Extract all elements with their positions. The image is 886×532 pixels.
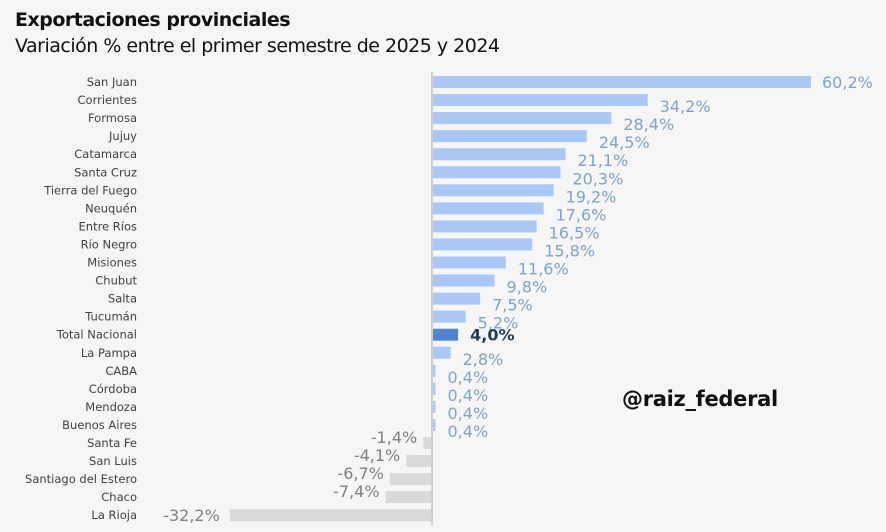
data-label: 16,5% bbox=[549, 223, 600, 242]
bar-chaco bbox=[385, 491, 432, 504]
category-label: Total Nacional bbox=[56, 328, 137, 342]
category-label: Tierra del Fuego bbox=[43, 183, 137, 197]
bar-neuquén bbox=[433, 202, 544, 215]
category-label: Santa Fe bbox=[87, 436, 137, 450]
data-label: 34,2% bbox=[660, 97, 711, 116]
category-label: Catamarca bbox=[74, 147, 137, 161]
bar-santa-cruz bbox=[433, 166, 561, 179]
category-label: CABA bbox=[105, 364, 137, 378]
category-label: Jujuy bbox=[108, 129, 137, 143]
value-labels: 60,2% 34,2%28,4%24,5%21,1%20,3%19,2%17,6%… bbox=[163, 73, 873, 525]
bar-tierra-del-fuego bbox=[433, 184, 554, 197]
data-label: 21,1% bbox=[577, 151, 628, 170]
bar-misiones bbox=[433, 256, 506, 269]
data-label: 4,0% bbox=[470, 326, 514, 345]
category-label: Santa Cruz bbox=[74, 165, 137, 179]
chart-title: Exportaciones provinciales bbox=[15, 9, 291, 31]
data-label: 28,4% bbox=[623, 115, 674, 134]
bar-la-pampa bbox=[433, 346, 451, 359]
data-label: 9,8% bbox=[507, 278, 548, 297]
category-label: Entre Ríos bbox=[79, 219, 137, 233]
bar-salta bbox=[433, 292, 481, 305]
data-label: 20,3% bbox=[572, 169, 623, 188]
bar-la-rioja bbox=[229, 509, 432, 522]
data-label: 0,4% bbox=[448, 368, 489, 387]
category-label: Misiones bbox=[87, 256, 137, 270]
category-label: La Rioja bbox=[91, 508, 137, 522]
bar-formosa bbox=[433, 112, 612, 125]
category-label: Chubut bbox=[95, 274, 137, 288]
bar-total-nacional bbox=[433, 328, 459, 341]
bar-catamarca bbox=[433, 148, 566, 161]
bar-san-luis bbox=[406, 455, 432, 468]
data-label: 24,5% bbox=[599, 133, 650, 152]
bar-mendoza bbox=[433, 400, 436, 413]
bar-san-juan bbox=[433, 76, 811, 88]
data-label: -32,2% bbox=[163, 506, 220, 525]
data-label: -6,7% bbox=[338, 464, 384, 483]
bar-jujuy bbox=[433, 130, 587, 143]
data-label: 0,4% bbox=[448, 404, 489, 423]
chart-subtitle: Variación % entre el primer semestre de … bbox=[15, 35, 500, 57]
category-label: Corrientes bbox=[78, 93, 137, 107]
category-label: Mendoza bbox=[85, 400, 137, 414]
category-label: Córdoba bbox=[89, 382, 137, 396]
bar-entre-ríos bbox=[433, 220, 537, 233]
data-label: 5,2% bbox=[478, 314, 519, 333]
data-label: -1,4% bbox=[371, 428, 417, 447]
category-label: Santiago del Estero bbox=[25, 472, 137, 486]
bar-tucumán bbox=[433, 310, 466, 323]
data-label: 0,4% bbox=[448, 386, 489, 405]
data-label: -4,1% bbox=[354, 446, 400, 465]
bars-group bbox=[229, 76, 811, 522]
category-label: Formosa bbox=[88, 111, 137, 125]
data-label: 11,6% bbox=[518, 260, 569, 279]
category-label: Río Negro bbox=[81, 237, 137, 251]
bar-caba bbox=[433, 364, 436, 377]
data-label: 19,2% bbox=[566, 187, 617, 206]
bar-córdoba bbox=[433, 382, 436, 395]
category-label: San Juan bbox=[87, 75, 137, 89]
bar-santa-fe bbox=[423, 437, 432, 449]
bar-chubut bbox=[433, 274, 495, 287]
data-label: 7,5% bbox=[492, 296, 533, 315]
category-label: Chaco bbox=[101, 490, 137, 504]
category-label: Salta bbox=[108, 292, 137, 306]
bar-santiago-del-estero bbox=[389, 473, 432, 486]
category-label: Neuquén bbox=[85, 201, 137, 215]
category-label: La Pampa bbox=[81, 346, 137, 360]
category-label: San Luis bbox=[89, 454, 137, 468]
data-label: 0,4% bbox=[448, 422, 489, 441]
data-label: 15,8% bbox=[544, 241, 595, 260]
bar-buenos-aires bbox=[433, 418, 436, 431]
category-label: Tucumán bbox=[84, 310, 137, 324]
category-label: Buenos Aires bbox=[62, 418, 137, 432]
data-label: 60,2% bbox=[822, 73, 873, 92]
data-label: 2,8% bbox=[463, 350, 504, 369]
data-label: 17,6% bbox=[556, 205, 607, 224]
bar-río-negro bbox=[433, 238, 533, 251]
category-labels: San Juan Corrientes Formosa Jujuy Catamarca S… bbox=[25, 75, 137, 522]
data-label: -7,4% bbox=[333, 482, 379, 501]
bar-corrientes bbox=[433, 94, 648, 107]
watermark: @raiz_federal bbox=[622, 387, 778, 411]
